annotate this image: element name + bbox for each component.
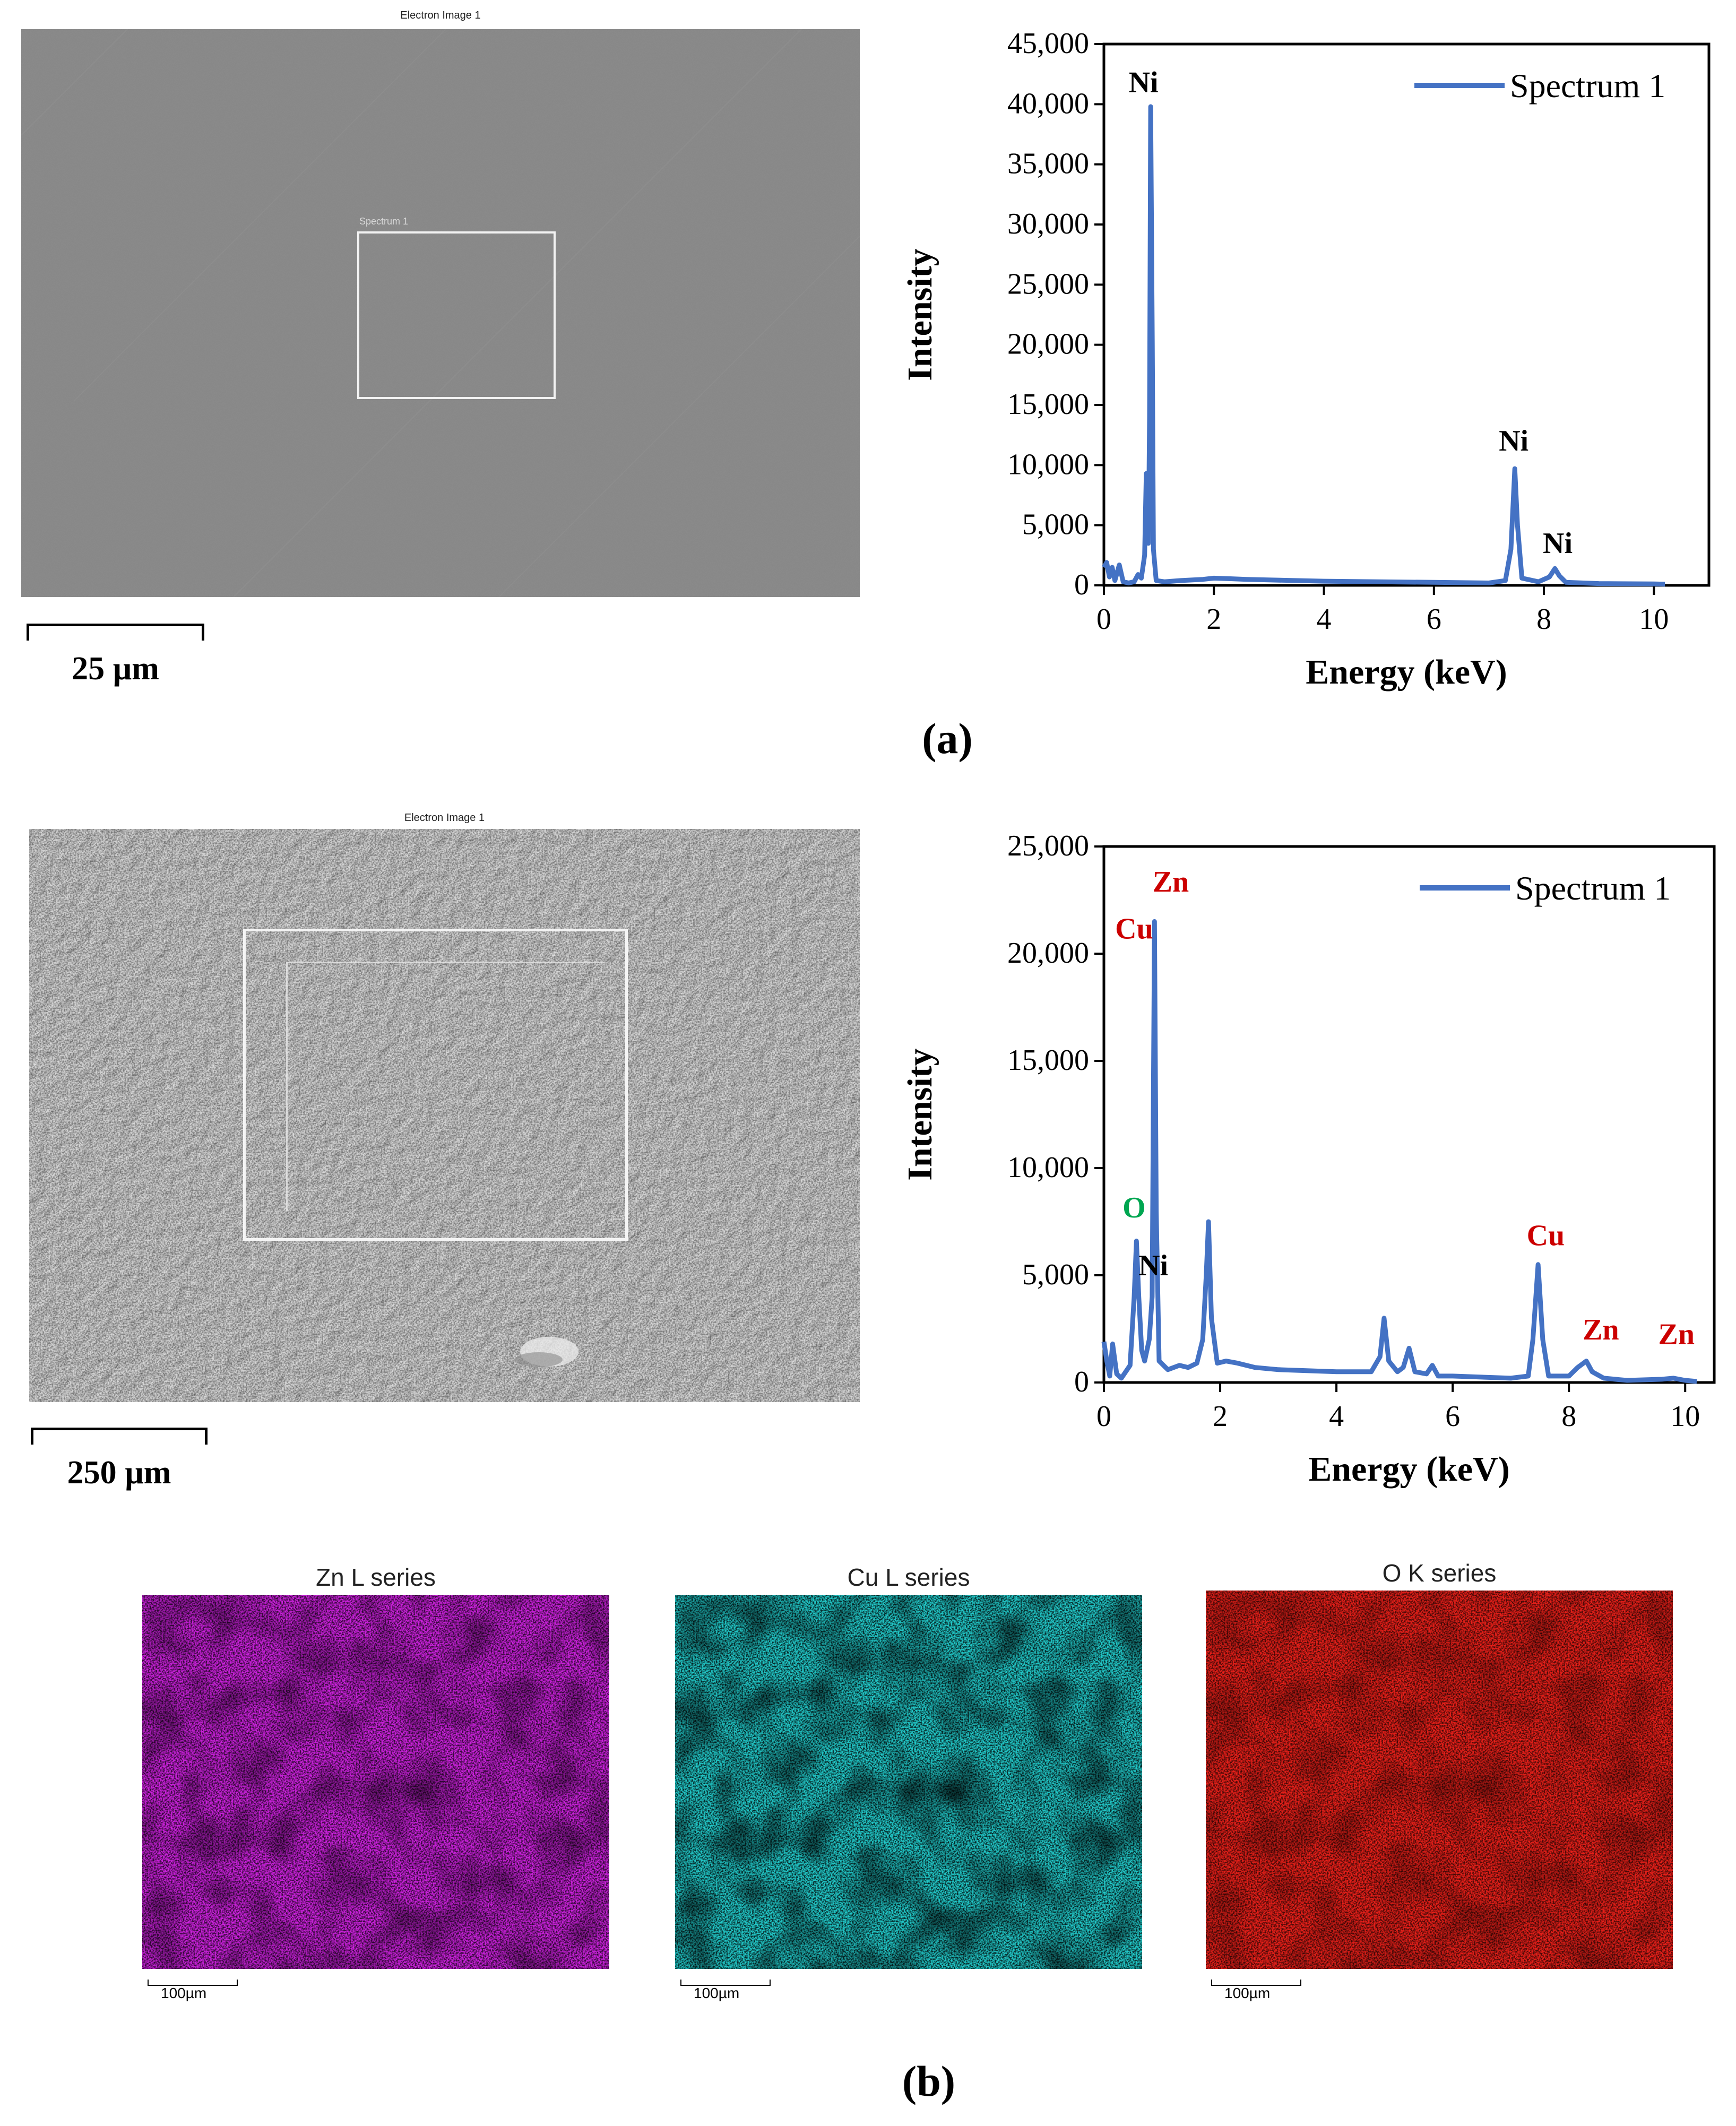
y-axis-label: Intensity (902, 1048, 939, 1180)
y-axis-label: Intensity (902, 248, 939, 381)
y-tick-label: 5,000 (1022, 1258, 1089, 1291)
map-image-zn (142, 1595, 609, 1969)
y-tick-label: 30,000 (1007, 208, 1089, 240)
y-tick-label: 20,000 (1007, 937, 1089, 970)
y-tick-label: 10,000 (1007, 448, 1089, 481)
map-scale-bar-cu (680, 1980, 771, 1986)
y-tick-label: 15,000 (1007, 388, 1089, 421)
map-title-o: O K series (1382, 1559, 1497, 1587)
peak-annotation: Cu (1115, 913, 1153, 946)
x-tick-label: 8 (1536, 603, 1551, 636)
y-tick-label: 20,000 (1007, 328, 1089, 361)
scale-bar-b (31, 1428, 208, 1445)
map-scale-label-o: 100µm (1224, 1985, 1271, 2001)
elemental-map-zn: Zn L series 100µm (142, 1563, 609, 2125)
x-tick-label: 0 (1096, 603, 1111, 636)
panel-label-b: (b) (902, 2057, 956, 2105)
x-tick-label: 4 (1317, 603, 1332, 636)
y-tick-label: 35,000 (1007, 148, 1089, 180)
scale-bar-label-a: 25 µm (72, 651, 159, 687)
x-tick-label: 0 (1096, 1400, 1111, 1433)
legend-label: Spectrum 1 (1510, 67, 1665, 105)
x-axis-label: Energy (keV) (1306, 653, 1507, 692)
peak-annotation: Ni (1138, 1249, 1168, 1282)
x-tick-label: 8 (1561, 1400, 1576, 1433)
map-scale-label-cu: 100µm (694, 1985, 740, 2001)
y-tick-label: 5,000 (1022, 508, 1089, 541)
series-line (1101, 919, 1697, 1384)
x-tick-label: 10 (1639, 603, 1669, 636)
map-title-cu: Cu L series (847, 1563, 970, 1591)
x-tick-label: 4 (1329, 1400, 1344, 1433)
map-scale-label-zn: 100µm (161, 1985, 207, 2001)
x-tick-label: 6 (1427, 603, 1441, 636)
x-tick-label: 6 (1445, 1400, 1460, 1433)
x-tick-label: 2 (1213, 1400, 1228, 1433)
x-axis-label: Energy (keV) (1308, 1450, 1509, 1489)
plot-frame (1102, 42, 1711, 587)
y-tick-label: 0 (1074, 568, 1089, 601)
map-image-cu (675, 1595, 1142, 1969)
eds-spectrum-chart-a: 0 5,000 10,000 15,000 20,000 25,000 30,000 35,0… (902, 27, 1711, 692)
map-image-o (1206, 1591, 1673, 1969)
y-tick-label: 40,000 (1007, 87, 1089, 120)
peak-annotation: Zn (1583, 1313, 1619, 1346)
x-tick-label: 10 (1670, 1400, 1700, 1433)
legend-label: Spectrum 1 (1515, 869, 1671, 907)
y-tick-label: 10,000 (1007, 1151, 1089, 1184)
map-region-box (286, 962, 604, 1211)
peak-annotation: O (1122, 1191, 1146, 1224)
sem-image-b (29, 829, 860, 1402)
sem-image-a: Spectrum 1 (21, 29, 860, 597)
peak-annotation: Ni (1499, 425, 1528, 457)
plot-frame (1102, 845, 1716, 1384)
sem-image-title-b: Electron Image 1 (404, 812, 485, 824)
sem-image-title-a: Electron Image 1 (400, 10, 481, 21)
series-line (1102, 104, 1665, 587)
map-scale-bar-zn (148, 1980, 238, 1986)
peak-annotation: Zn (1659, 1318, 1695, 1351)
elemental-map-o: O K series 100µm (1206, 1559, 1673, 2125)
scale-bar-a (27, 624, 204, 641)
peak-annotation: Cu (1527, 1219, 1565, 1252)
spectrum-region-box (357, 231, 556, 399)
peak-annotation: Ni (1543, 527, 1573, 560)
analysis-region-box (243, 929, 628, 1241)
spectrum-region-label: Spectrum 1 (359, 216, 409, 227)
x-tick-label: 2 (1206, 603, 1221, 636)
y-tick-label: 25,000 (1007, 829, 1089, 862)
y-tick-label: 45,000 (1007, 27, 1089, 60)
eds-spectrum-chart-b: 0 5,000 10,000 15,000 20,000 25,000 0 2 4 6 8 10 Ene… (902, 829, 1716, 1489)
scale-bar-label-b: 250 µm (67, 1455, 171, 1491)
elemental-map-cu: Cu L series 100µm (675, 1563, 1142, 2125)
y-tick-label: 0 (1074, 1366, 1089, 1398)
map-title-zn: Zn L series (316, 1563, 436, 1591)
peak-annotation: Ni (1129, 66, 1159, 99)
panel-label-a: (a) (922, 714, 973, 763)
y-tick-label: 15,000 (1007, 1044, 1089, 1077)
map-scale-bar-o (1211, 1980, 1301, 1986)
peak-annotation: Zn (1153, 866, 1189, 898)
y-tick-label: 25,000 (1007, 267, 1089, 300)
